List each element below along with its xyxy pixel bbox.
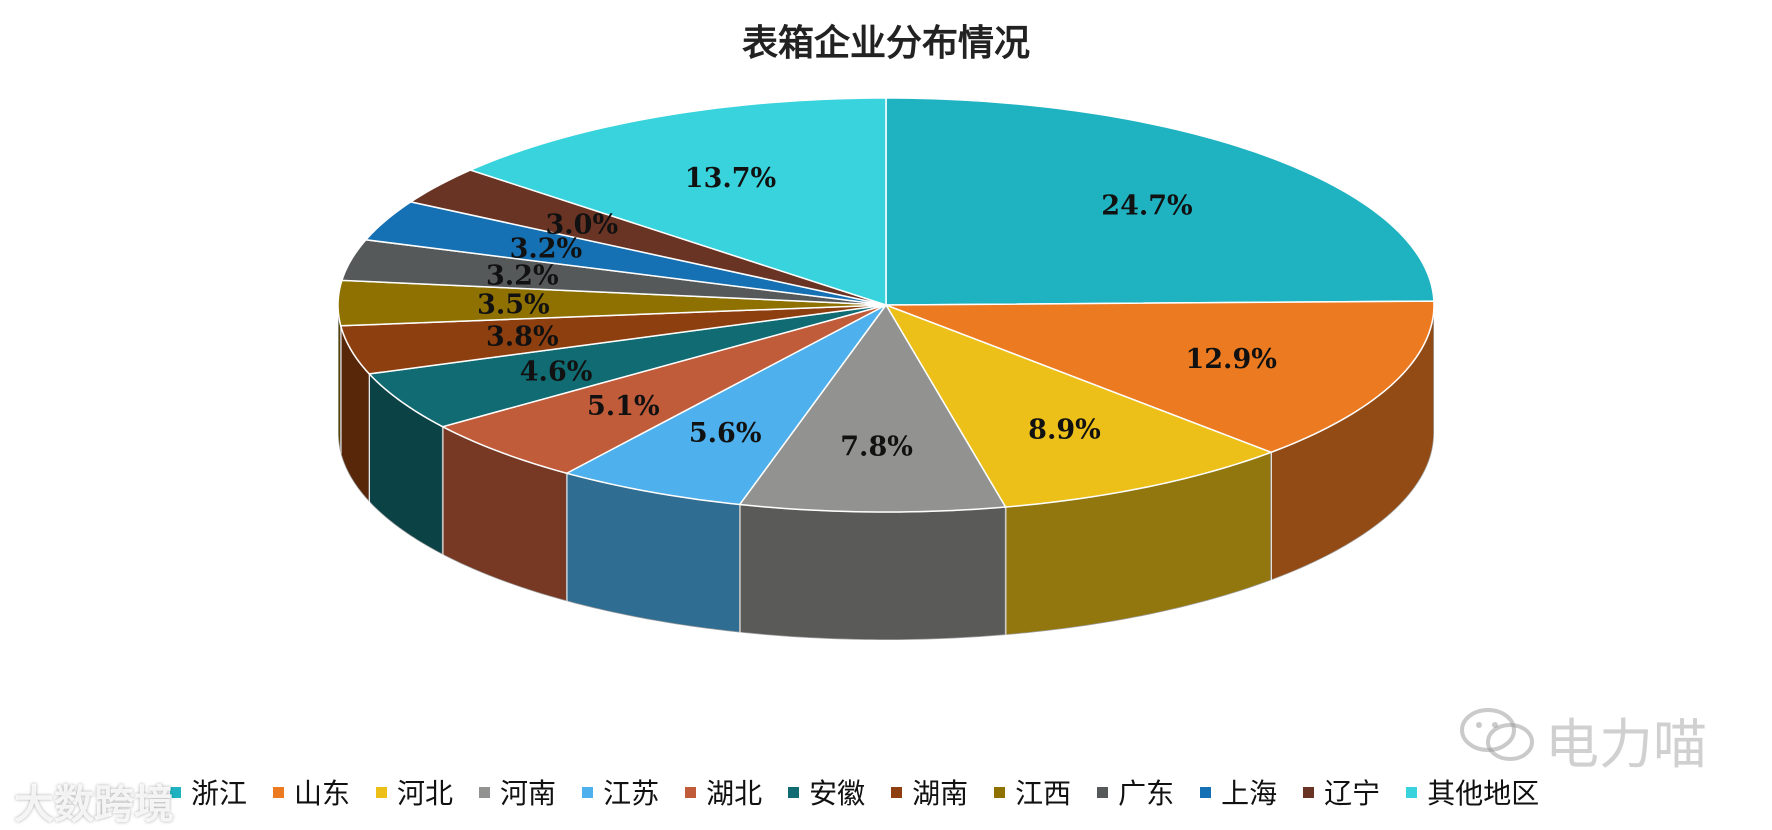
watermark-right: 电力喵 [1545,713,1707,776]
legend-swatch [376,786,388,798]
legend-swatch [685,786,697,798]
legend-swatch [1200,786,1212,798]
data-label-其他地区: 13.7% [685,163,776,194]
legend-label: 浙江 [191,777,248,810]
legend-label: 江西 [1015,777,1072,810]
legend-label: 河南 [500,777,557,810]
data-label-山东: 12.9% [1185,344,1276,375]
legend-swatch [170,786,181,798]
pie-slice-其他地区 [468,97,887,307]
data-label-湖北: 5.1% [587,391,660,422]
legend-swatch [994,786,1006,798]
legend-item-辽宁: 辽宁 [1303,772,1380,812]
legend-label: 安徽 [809,777,866,810]
legend-label: 其他地区 [1427,777,1540,810]
pie-slice-湖南 [339,304,887,375]
pie-chart: 24.7%12.9%8.9%7.8%5.6%5.1%4.6%3.8%3.5%3.… [337,97,1435,641]
legend-label: 湖南 [912,777,969,810]
legend-item-上海: 上海 [1200,772,1277,812]
legend-label: 辽宁 [1324,777,1381,810]
data-label-湖南: 3.8% [486,322,559,353]
pie-slice-辽宁 [408,169,887,306]
pie-sides [337,304,1435,641]
pie-side-shade [442,426,567,602]
legend-item-湖北: 湖北 [685,772,762,812]
pie-slice-江苏 [564,304,887,506]
watermark-left: 大数跨境 [14,782,174,828]
legend-swatch [788,786,800,798]
legend-item-江苏: 江苏 [582,772,659,812]
pie-slice-浙江 [885,97,1435,306]
data-label-上海: 3.2% [510,234,583,265]
legend-swatch [1303,786,1315,798]
pie-slice-山东 [885,300,1435,454]
legend-swatch [273,786,285,798]
chart-title: 表箱企业分布情况 [741,22,1030,64]
legend-item-河南: 河南 [479,772,556,812]
pie-side-shade [338,305,341,454]
pie-side-shade [1271,305,1434,581]
pie-side-shade [566,473,740,633]
legend-item-山东: 山东 [273,772,350,812]
pie-slices [337,97,1435,513]
data-label-辽宁: 3.0% [545,210,618,241]
pie-slice-江西 [337,279,887,327]
pie-side-shade [340,325,370,502]
pie-data-labels: 24.7%12.9%8.9%7.8%5.6%5.1%4.6%3.8%3.5%3.… [477,163,1277,463]
legend-label: 湖北 [706,777,763,810]
data-label-江苏: 5.6% [689,418,762,449]
legend-swatch [891,786,903,798]
legend-item-浙江: 浙江 [170,772,247,812]
pie-slice-安徽 [367,304,887,428]
data-label-河南: 7.8% [840,432,913,463]
data-label-浙江: 24.7% [1101,191,1192,222]
data-label-江西: 3.5% [477,290,550,321]
pie-slice-湖北 [440,304,887,475]
wechat-icon [1460,708,1534,761]
legend-item-河北: 河北 [376,772,453,812]
data-label-安徽: 4.6% [520,357,593,388]
legend: 浙江 山东 河北 河南 江苏 湖北 安徽 湖南 江西 广东 上海 辽宁 其他地区 [170,772,1670,812]
legend-item-安徽: 安徽 [788,772,865,812]
legend-label: 上海 [1221,777,1278,810]
legend-swatch [1097,786,1109,798]
pie-side-shade [369,373,443,555]
legend-item-其他地区: 其他地区 [1406,772,1539,812]
legend-label: 江苏 [603,777,660,810]
legend-swatch [582,786,594,798]
legend-label: 山东 [294,777,351,810]
legend-swatch [479,786,491,798]
pie-side-shade [1005,452,1272,636]
legend-item-广东: 广东 [1097,772,1174,812]
pie-slice-河北 [884,303,1274,508]
pie-slice-河南 [738,303,1007,513]
pie-slice-上海 [364,201,887,306]
legend-swatch [1406,786,1418,798]
legend-item-湖南: 湖南 [891,772,968,812]
legend-item-江西: 江西 [994,772,1071,812]
legend-label: 广东 [1118,777,1175,810]
legend-label: 河北 [397,777,454,810]
data-label-河北: 8.9% [1028,415,1101,446]
pie-side-shade [739,504,1006,640]
data-label-广东: 3.2% [486,260,559,291]
